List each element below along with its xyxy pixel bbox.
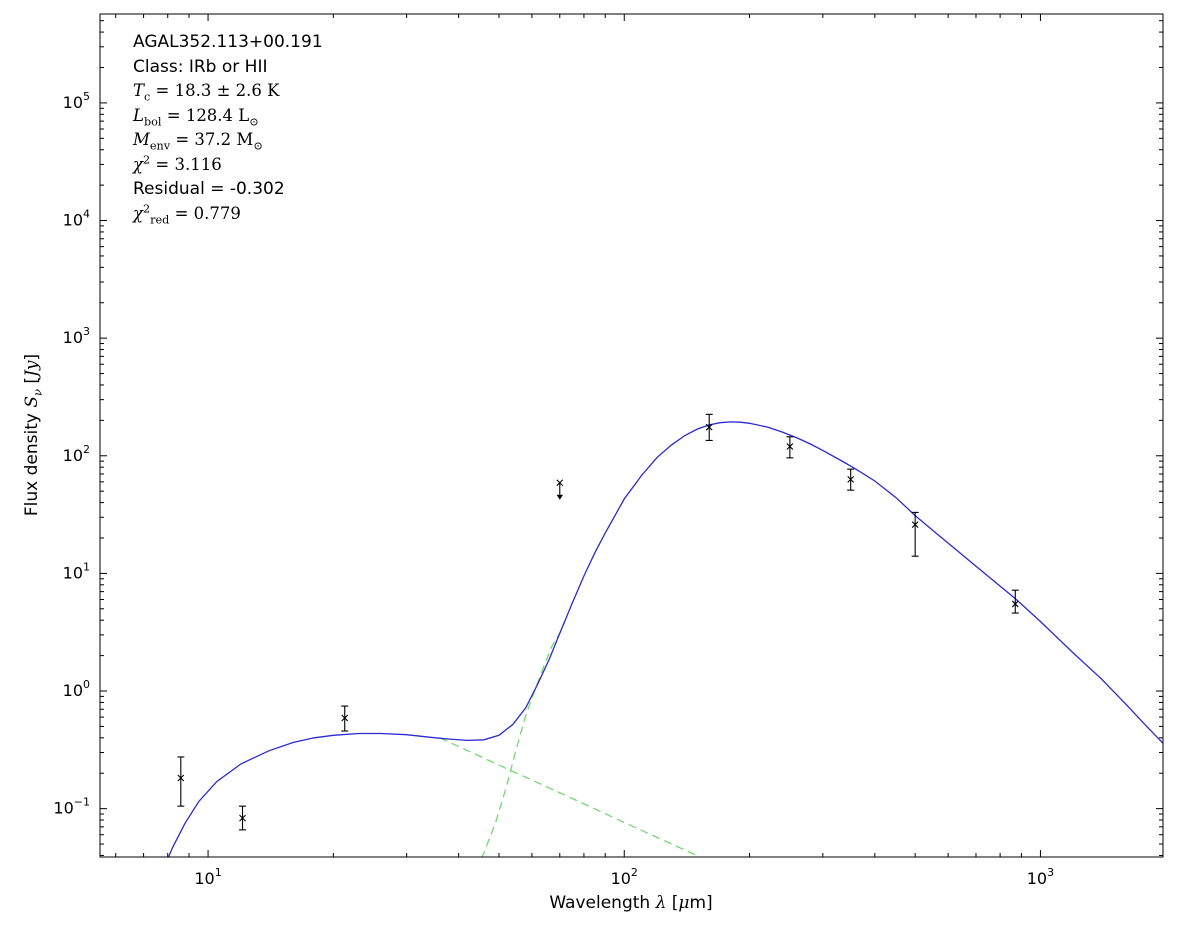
upper-limit-point bbox=[556, 479, 564, 500]
class-line: Class: IRb or HII bbox=[133, 55, 323, 80]
text-segment: χ bbox=[133, 203, 143, 223]
text-segment: = 18.3 ± 2.6 K bbox=[150, 81, 280, 100]
y-axis-label: Flux density Sν [Jy] bbox=[22, 353, 45, 517]
data-point bbox=[177, 756, 185, 807]
y-tick-label: 105 bbox=[63, 90, 90, 112]
model-total-curve bbox=[167, 421, 1163, 857]
text-segment: S bbox=[22, 396, 42, 408]
text-segment: Wavelength bbox=[549, 893, 656, 913]
text-segment: = 3.116 bbox=[150, 154, 222, 174]
y-tick-label: 101 bbox=[63, 560, 90, 582]
text-segment: ν bbox=[30, 388, 45, 396]
x-tick-label: 101 bbox=[194, 866, 221, 888]
text-segment: T bbox=[133, 81, 145, 100]
text-segment: red bbox=[150, 212, 170, 226]
chi2red-line: χ2red = 0.779 bbox=[133, 202, 323, 227]
text-segment: = 128.4 L bbox=[161, 105, 250, 125]
text-segment: = 37.2 M bbox=[170, 130, 254, 149]
data-point bbox=[847, 468, 855, 491]
data-point bbox=[911, 511, 919, 557]
data-point bbox=[1011, 589, 1019, 614]
text-segment: c bbox=[144, 90, 151, 104]
data-point bbox=[786, 436, 794, 459]
text-segment: 2 bbox=[143, 153, 151, 166]
y-tick-label: 100 bbox=[63, 678, 90, 700]
text-segment: Class: IRb or HII bbox=[133, 56, 268, 77]
temperature-line: Tc = 18.3 ± 2.6 K bbox=[133, 79, 323, 104]
text-segment: [ bbox=[666, 893, 679, 913]
text-segment: L bbox=[133, 105, 144, 125]
chi2-line: χ2 = 3.116 bbox=[133, 153, 323, 178]
text-segment: μ bbox=[678, 893, 690, 913]
text-segment: Jy bbox=[22, 360, 42, 377]
data-point bbox=[705, 413, 713, 441]
luminosity-line: Lbol = 128.4 L⊙ bbox=[133, 104, 323, 129]
fit-annotation: AGAL352.113+00.191 Class: IRb or HII Tc = … bbox=[133, 30, 323, 226]
x-tick-label: 103 bbox=[1027, 866, 1054, 888]
text-segment: ⊙ bbox=[253, 139, 263, 153]
text-segment: bol bbox=[143, 114, 162, 128]
mass-line: Menv = 37.2 M⊙ bbox=[133, 128, 323, 153]
y-tick-label: 10−1 bbox=[53, 796, 90, 818]
y-tick-label: 104 bbox=[63, 208, 90, 230]
text-segment: 2 bbox=[143, 202, 151, 215]
data-point bbox=[239, 805, 247, 831]
text-segment: M bbox=[133, 130, 150, 149]
x-tick-label: 102 bbox=[611, 866, 638, 888]
x-axis-label: Wavelength λ [μm] bbox=[549, 893, 712, 913]
text-segment: χ bbox=[133, 154, 143, 174]
source-name: AGAL352.113+00.191 bbox=[133, 30, 323, 55]
text-segment: m] bbox=[689, 893, 713, 913]
axes-frame bbox=[99, 13, 1164, 858]
text-segment: AGAL352.113+00.191 bbox=[133, 32, 323, 52]
text-segment: λ bbox=[655, 893, 667, 913]
residual-line: Residual = -0.302 bbox=[133, 177, 323, 202]
text-segment: [ bbox=[22, 376, 42, 389]
warm-component-curve bbox=[439, 737, 702, 857]
text-segment: Flux density bbox=[22, 407, 42, 517]
text-segment: = 0.779 bbox=[169, 203, 241, 223]
y-tick-label: 102 bbox=[63, 443, 90, 465]
text-segment: ] bbox=[22, 353, 42, 361]
data-point bbox=[341, 705, 349, 732]
cold-component-curve bbox=[481, 621, 566, 857]
text-segment: ⊙ bbox=[249, 114, 259, 128]
y-tick-label: 103 bbox=[63, 325, 90, 347]
text-segment: env bbox=[149, 139, 171, 153]
text-segment: Residual = -0.302 bbox=[133, 179, 285, 199]
